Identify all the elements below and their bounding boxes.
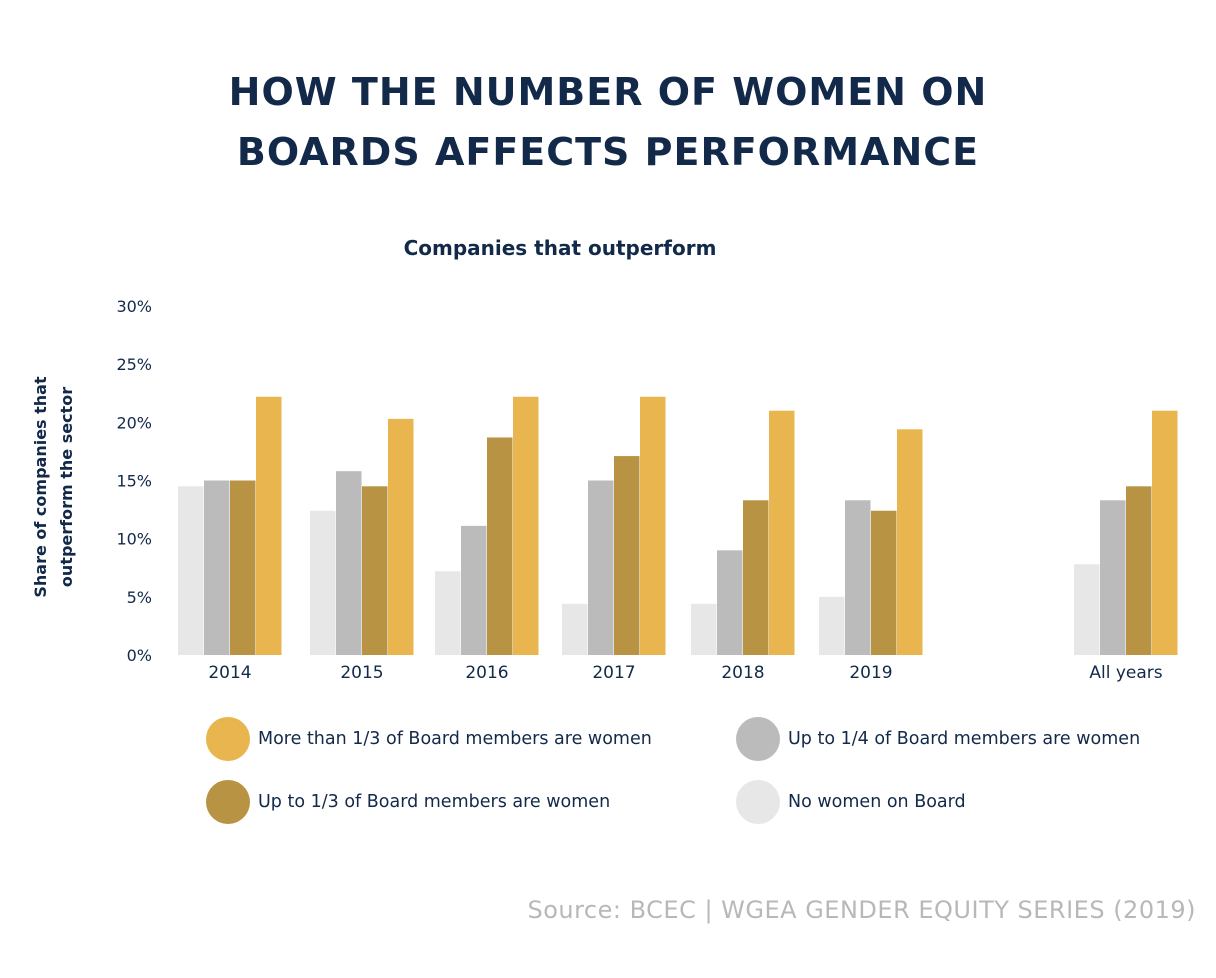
y-tick-label: 30%	[116, 297, 152, 316]
x-tick-label: 2014	[208, 663, 251, 683]
legend-label: More than 1/3 of Board members are women	[258, 729, 652, 749]
bar	[819, 596, 845, 655]
page-title: HOW THE NUMBER OF WOMEN ON BOARDS AFFECT…	[0, 62, 1216, 182]
y-tick-label: 0%	[127, 646, 152, 665]
bar	[388, 418, 414, 655]
chart-title: Companies that outperform	[403, 236, 717, 260]
bar	[435, 571, 461, 655]
bar	[1100, 500, 1126, 655]
source-note: Source: BCEC | WGEA GENDER EQUITY SERIES…	[527, 896, 1196, 924]
bar	[1126, 486, 1152, 655]
x-axis-ticks: 2014 2015 2016 2017 2018 2019 All years	[208, 663, 1162, 683]
y-axis-ticks: 0% 5% 10% 15% 20% 25% 30%	[116, 297, 152, 665]
y-tick-label: 5%	[127, 588, 152, 607]
bar	[562, 603, 588, 655]
bar	[204, 480, 230, 655]
title-line-2: BOARDS AFFECTS PERFORMANCE	[236, 130, 980, 174]
bar	[717, 550, 743, 655]
bar	[178, 486, 204, 655]
title-line-1: HOW THE NUMBER OF WOMEN ON	[228, 70, 988, 114]
legend-label: Up to 1/3 of Board members are women	[258, 792, 611, 812]
bar	[513, 396, 539, 655]
legend-swatch	[736, 780, 780, 824]
legend-label: Up to 1/4 of Board members are women	[788, 729, 1141, 749]
y-tick-label: 10%	[116, 530, 152, 549]
bar	[230, 480, 256, 655]
y-tick-label: 15%	[116, 472, 152, 491]
bar	[487, 437, 513, 655]
bar	[1152, 410, 1178, 655]
x-tick-label: 2019	[849, 663, 892, 683]
legend-item-up-to-third: Up to 1/3 of Board members are women	[206, 780, 610, 824]
bar	[691, 603, 717, 655]
bar	[640, 396, 666, 655]
bar	[310, 510, 336, 655]
bar	[588, 480, 614, 655]
bar-chart: 0% 5% 10% 15% 20% 25% 30% 2014 2015 2016 2017 2018…	[31, 297, 1178, 683]
y-tick-label: 20%	[116, 413, 152, 432]
x-tick-label: 2016	[465, 663, 508, 683]
bar	[897, 429, 923, 655]
legend-swatch	[736, 717, 780, 761]
x-tick-label: 2015	[340, 663, 383, 683]
y-axis-label-line-2: outperform the sector	[57, 387, 76, 587]
bar	[614, 456, 640, 655]
bar	[362, 486, 388, 655]
bar	[743, 500, 769, 655]
bar	[256, 396, 282, 655]
x-tick-label: 2018	[721, 663, 764, 683]
legend-label: No women on Board	[788, 792, 966, 812]
bars	[178, 396, 1178, 655]
bar	[336, 471, 362, 655]
bar	[871, 510, 897, 655]
bar	[461, 525, 487, 655]
y-axis-label-line-1: Share of companies that	[31, 376, 50, 598]
y-tick-label: 25%	[116, 355, 152, 374]
legend-swatch	[206, 780, 250, 824]
bar	[1074, 564, 1100, 655]
legend-item-more-than-third: More than 1/3 of Board members are women	[206, 717, 652, 761]
legend-item-up-to-quarter: Up to 1/4 of Board members are women	[736, 717, 1140, 761]
x-tick-label: All years	[1089, 663, 1162, 683]
bar	[769, 410, 795, 655]
legend-item-no-women: No women on Board	[736, 780, 966, 824]
x-tick-label: 2017	[592, 663, 635, 683]
bar	[845, 500, 871, 655]
legend-swatch	[206, 717, 250, 761]
